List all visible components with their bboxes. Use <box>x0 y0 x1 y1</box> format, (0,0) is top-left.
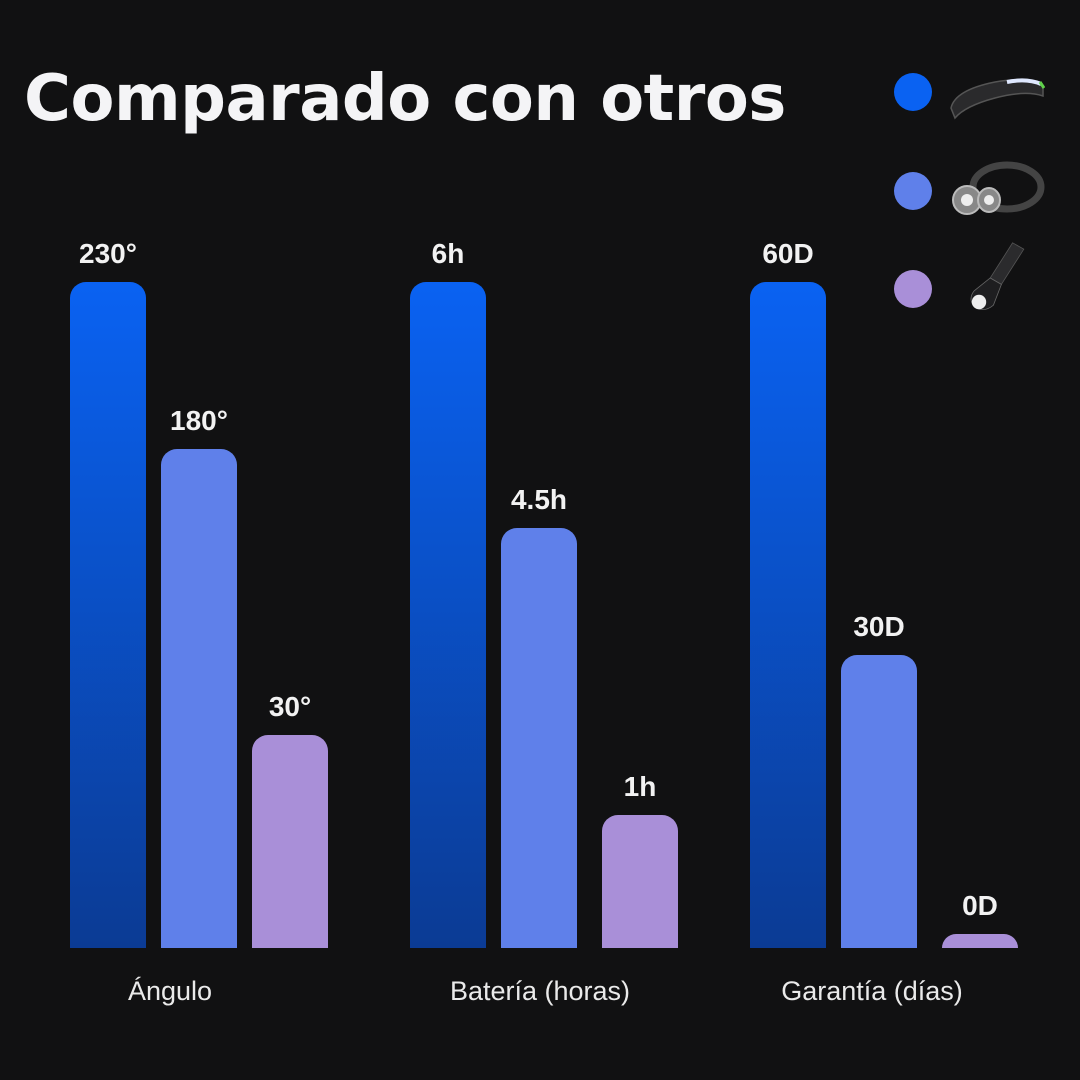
legend-dot-flashlight <box>894 270 932 308</box>
data-label: 6h <box>431 238 465 269</box>
bar-flashlight-2 <box>942 934 1018 948</box>
bar-headlamp-led-band-0 <box>70 282 146 948</box>
bar-headlamp-led-band-2 <box>750 282 826 948</box>
bar-headlamp-classic-2 <box>841 654 917 948</box>
bar-flashlight-0 <box>252 734 328 948</box>
legend-dot-classic-headlamp <box>894 172 932 210</box>
data-label: 0D <box>962 890 998 921</box>
data-label: 1h <box>623 770 657 802</box>
bar-headlamp-classic-1 <box>501 528 577 948</box>
chart-title: Comparado con otros <box>24 62 786 136</box>
classic-headlamp-icon <box>952 161 1045 215</box>
category-label: Batería (horas) <box>449 976 631 1006</box>
data-label: 60D <box>762 238 814 269</box>
bar-flashlight-1 <box>602 814 678 948</box>
category-label: Ángulo <box>127 976 213 1006</box>
bar-headlamp-classic-0 <box>161 448 237 948</box>
data-label: 30D <box>853 610 905 642</box>
led-headband-icon <box>950 78 1045 120</box>
bar-headlamp-led-band-1 <box>410 282 486 948</box>
data-label: 180° <box>170 404 228 436</box>
flashlight-icon <box>970 242 1025 310</box>
data-label: 230° <box>79 238 137 269</box>
category-label: Garantía (días) <box>781 976 963 1006</box>
legend-dot-led-band <box>894 73 932 111</box>
data-label: 30° <box>268 690 312 722</box>
data-label: 4.5h <box>510 484 568 516</box>
